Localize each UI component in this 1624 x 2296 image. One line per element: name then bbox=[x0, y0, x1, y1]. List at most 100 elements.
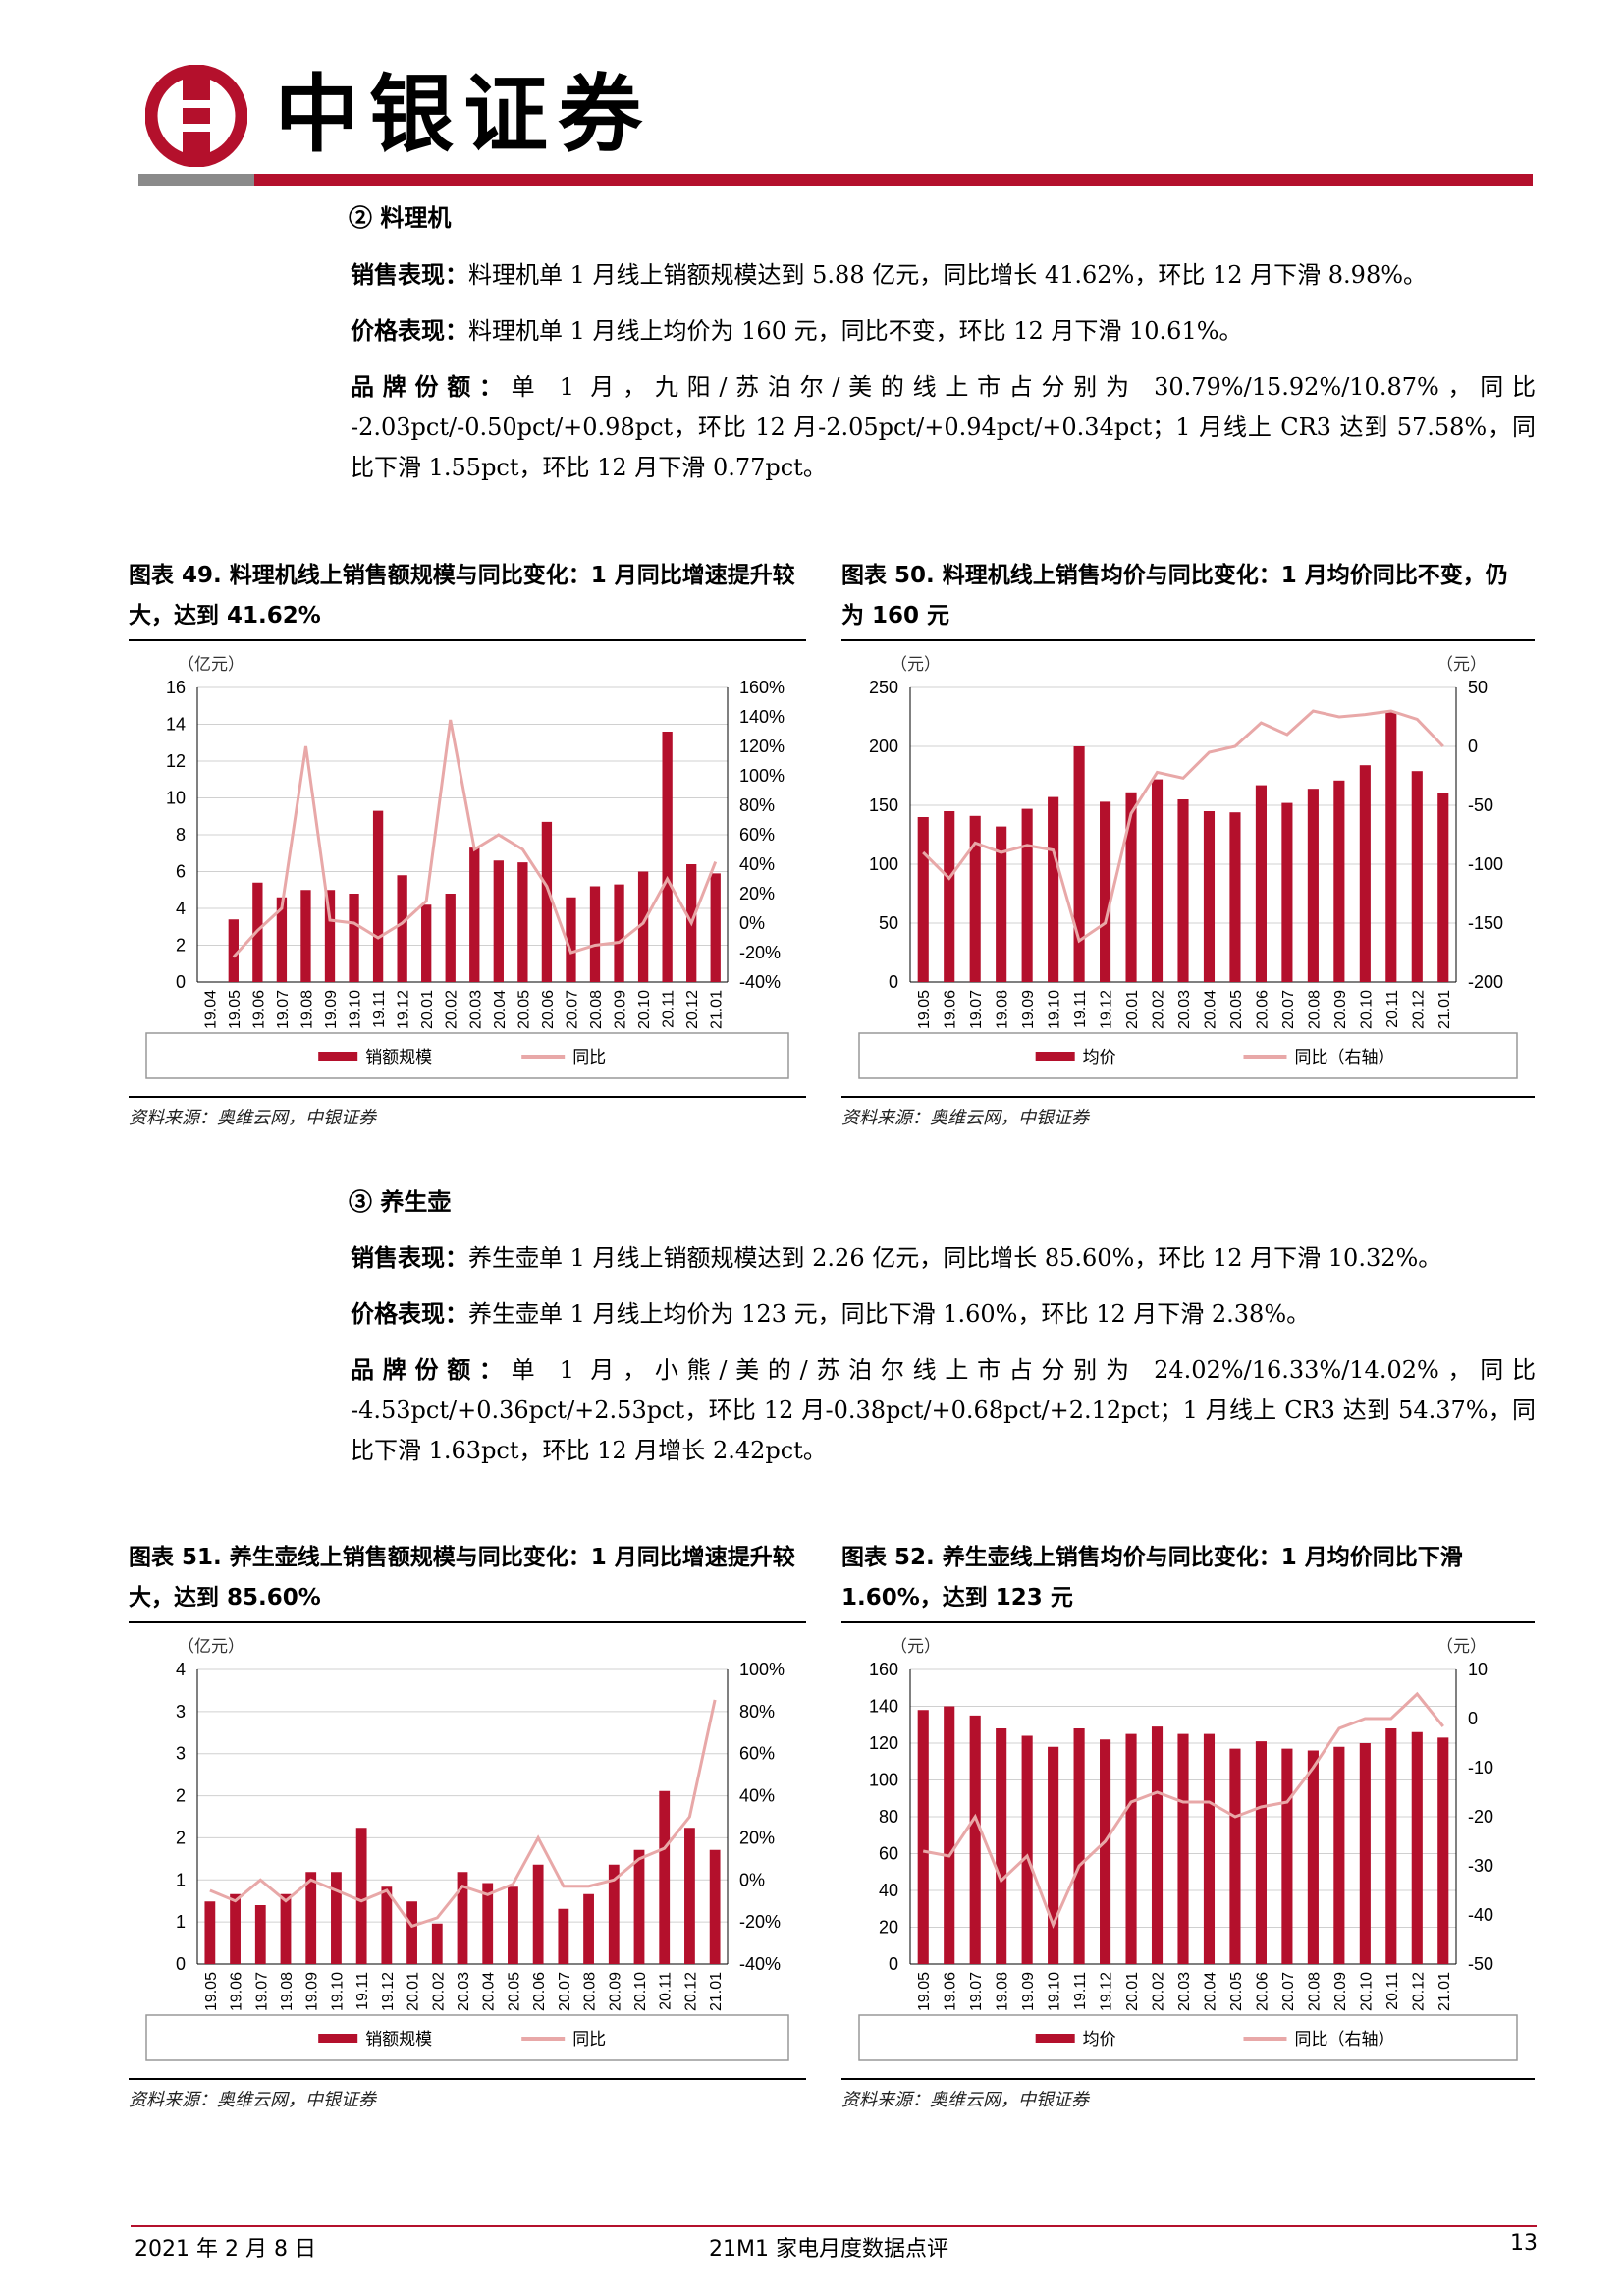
figure-50-rule-bottom bbox=[841, 1096, 1535, 1098]
y2-tick-label: 50 bbox=[1468, 678, 1488, 697]
y-axis-unit: （元） bbox=[891, 655, 941, 674]
figure-51-title: 图表 51. 养生壶线上销售额规模与同比变化：1 月同比增速提升较大，达到 85… bbox=[129, 1545, 795, 1611]
figure-51-source: 资料来源：奥维云网，中银证券 bbox=[129, 2090, 376, 2110]
y2-tick-label: -150 bbox=[1468, 913, 1503, 933]
x-tick-label: 19.07 bbox=[275, 990, 292, 1029]
x-tick-label: 19.10 bbox=[1047, 1972, 1063, 2011]
y-tick-label: 16 bbox=[166, 678, 186, 697]
x-tick-label: 19.08 bbox=[298, 990, 315, 1029]
x-tick-label: 19.09 bbox=[1020, 1972, 1037, 2011]
bar bbox=[1255, 785, 1267, 982]
paragraph-sales: 销售表现：养生壶单 1 月线上销额规模达到 2.26 亿元，同比增长 85.60… bbox=[351, 1237, 1536, 1279]
legend-box bbox=[145, 1032, 789, 1079]
x-tick-label: 20.04 bbox=[1202, 1972, 1218, 2011]
bar bbox=[917, 817, 929, 982]
y-tick-label: 50 bbox=[879, 913, 898, 933]
x-tick-label: 20.02 bbox=[1151, 1972, 1167, 2011]
bar bbox=[1411, 771, 1423, 982]
y2-tick-label: -50 bbox=[1468, 1954, 1493, 1974]
bar bbox=[1021, 808, 1033, 982]
chart-50: （元） （元） 0 50 100 150 200 250 -200 -150 -100 -50 0 50 1… bbox=[858, 655, 1518, 1079]
bar bbox=[1177, 1733, 1189, 1964]
bar bbox=[917, 1710, 929, 1964]
section-title-health-kettle: ③ 养生壶 bbox=[349, 1187, 452, 1216]
y-tick-label: 150 bbox=[869, 795, 898, 815]
bar bbox=[1333, 1746, 1345, 1964]
para-label: 销售表现： bbox=[351, 1243, 468, 1272]
y-tick-label: 20 bbox=[879, 1918, 898, 1938]
x-tick-label: 20.07 bbox=[564, 990, 580, 1029]
y2-tick-label: -100 bbox=[1468, 854, 1503, 874]
para-label: 价格表现： bbox=[351, 316, 468, 345]
y2-tick-label: 20% bbox=[739, 884, 775, 903]
x-tick-label: 20.10 bbox=[1358, 1972, 1375, 2011]
x-tick-label: 19.08 bbox=[995, 1972, 1011, 2011]
y-tick-label: 100 bbox=[869, 854, 898, 874]
y-tick-label: 140 bbox=[869, 1697, 898, 1717]
x-tick-label: 20.10 bbox=[632, 1972, 649, 2011]
bar bbox=[633, 1849, 645, 1964]
y2-tick-label: 160% bbox=[739, 678, 785, 697]
bar bbox=[1281, 1748, 1293, 1964]
x-tick-label: 19.06 bbox=[229, 1972, 245, 2011]
paragraph-price: 价格表现：料理机单 1 月线上均价为 160 元，同比不变，环比 12 月下滑 … bbox=[351, 310, 1536, 352]
x-tick-label: 20.09 bbox=[1332, 1972, 1349, 2011]
x-tick-label: 20.06 bbox=[531, 1972, 548, 2011]
bar bbox=[1203, 1733, 1216, 1964]
para-label: 销售表现： bbox=[351, 260, 468, 289]
y-tick-label: 160 bbox=[869, 1660, 898, 1679]
bar bbox=[1048, 796, 1059, 982]
y-axis-unit: （亿元） bbox=[178, 655, 244, 674]
bar bbox=[372, 810, 384, 982]
bar bbox=[228, 919, 239, 982]
bar bbox=[331, 1872, 342, 1964]
legend-box bbox=[858, 2014, 1518, 2061]
para-label: 品牌份额： bbox=[351, 1355, 512, 1384]
x-tick-label: 20.02 bbox=[430, 1972, 447, 2011]
x-tick-label: 20.02 bbox=[1151, 990, 1167, 1029]
x-tick-label: 21.01 bbox=[708, 1972, 725, 2011]
para-text: 料理机单 1 月线上均价为 160 元，同比不变，环比 12 月下滑 10.61… bbox=[468, 317, 1243, 345]
bar bbox=[300, 890, 311, 982]
x-tick-label: 20.06 bbox=[1254, 1972, 1271, 2011]
bar bbox=[381, 1886, 393, 1964]
legend-label-line: 同比 bbox=[572, 1048, 606, 1066]
figure-50-title: 图表 50. 料理机线上销售均价与同比变化：1 月均价同比不变，仍为 160 元 bbox=[841, 563, 1508, 629]
y2-tick-label: 100% bbox=[739, 766, 785, 786]
y-tick-label: 0 bbox=[176, 972, 186, 992]
x-tick-label: 20.03 bbox=[467, 990, 484, 1029]
y-axis-unit: （元） bbox=[891, 1637, 941, 1656]
legend-label-line: 同比（右轴） bbox=[1294, 1048, 1394, 1066]
bar bbox=[469, 847, 480, 982]
legend-box bbox=[145, 2014, 789, 2061]
y2-tick-label: 0 bbox=[1468, 1709, 1478, 1728]
x-tick-label: 20.08 bbox=[582, 1972, 599, 2011]
x-tick-label: 20.08 bbox=[588, 990, 605, 1029]
bar bbox=[276, 897, 288, 982]
x-tick-label: 20.10 bbox=[636, 990, 653, 1029]
y2-tick-label: 80% bbox=[739, 795, 775, 815]
footer-date: 2021 年 2 月 8 日 bbox=[135, 2237, 316, 2262]
x-tick-label: 20.09 bbox=[607, 1972, 623, 2011]
figure-51-rule-bottom bbox=[129, 2078, 806, 2080]
legend-label-line: 同比（右轴） bbox=[1294, 2030, 1394, 2049]
y2-tick-label: 120% bbox=[739, 737, 785, 756]
x-tick-label: 20.01 bbox=[406, 1972, 422, 2011]
y-tick-label: 10 bbox=[166, 789, 186, 808]
bar bbox=[532, 1864, 544, 1964]
x-tick-label: 20.08 bbox=[1306, 990, 1323, 1029]
para-text: 养生壶单 1 月线上均价为 123 元，同比下滑 1.60%，环比 12 月下滑… bbox=[468, 1300, 1311, 1328]
y2-tick-label: -40 bbox=[1468, 1905, 1493, 1925]
y-tick-label: 3 bbox=[176, 1702, 186, 1722]
y2-tick-label: -40% bbox=[739, 972, 781, 992]
paragraph-price: 价格表现：养生壶单 1 月线上均价为 123 元，同比下滑 1.60%，环比 1… bbox=[351, 1293, 1536, 1335]
legend-swatch-bar bbox=[1035, 2034, 1075, 2043]
bar bbox=[1100, 801, 1111, 982]
bar bbox=[517, 862, 528, 982]
x-tick-label: 20.04 bbox=[481, 1972, 498, 2011]
bar bbox=[614, 884, 624, 982]
bar bbox=[969, 1715, 981, 1964]
y2-tick-label: 10 bbox=[1468, 1660, 1488, 1679]
y2-tick-label: -10 bbox=[1468, 1758, 1493, 1777]
x-tick-label: 20.05 bbox=[1228, 990, 1245, 1029]
